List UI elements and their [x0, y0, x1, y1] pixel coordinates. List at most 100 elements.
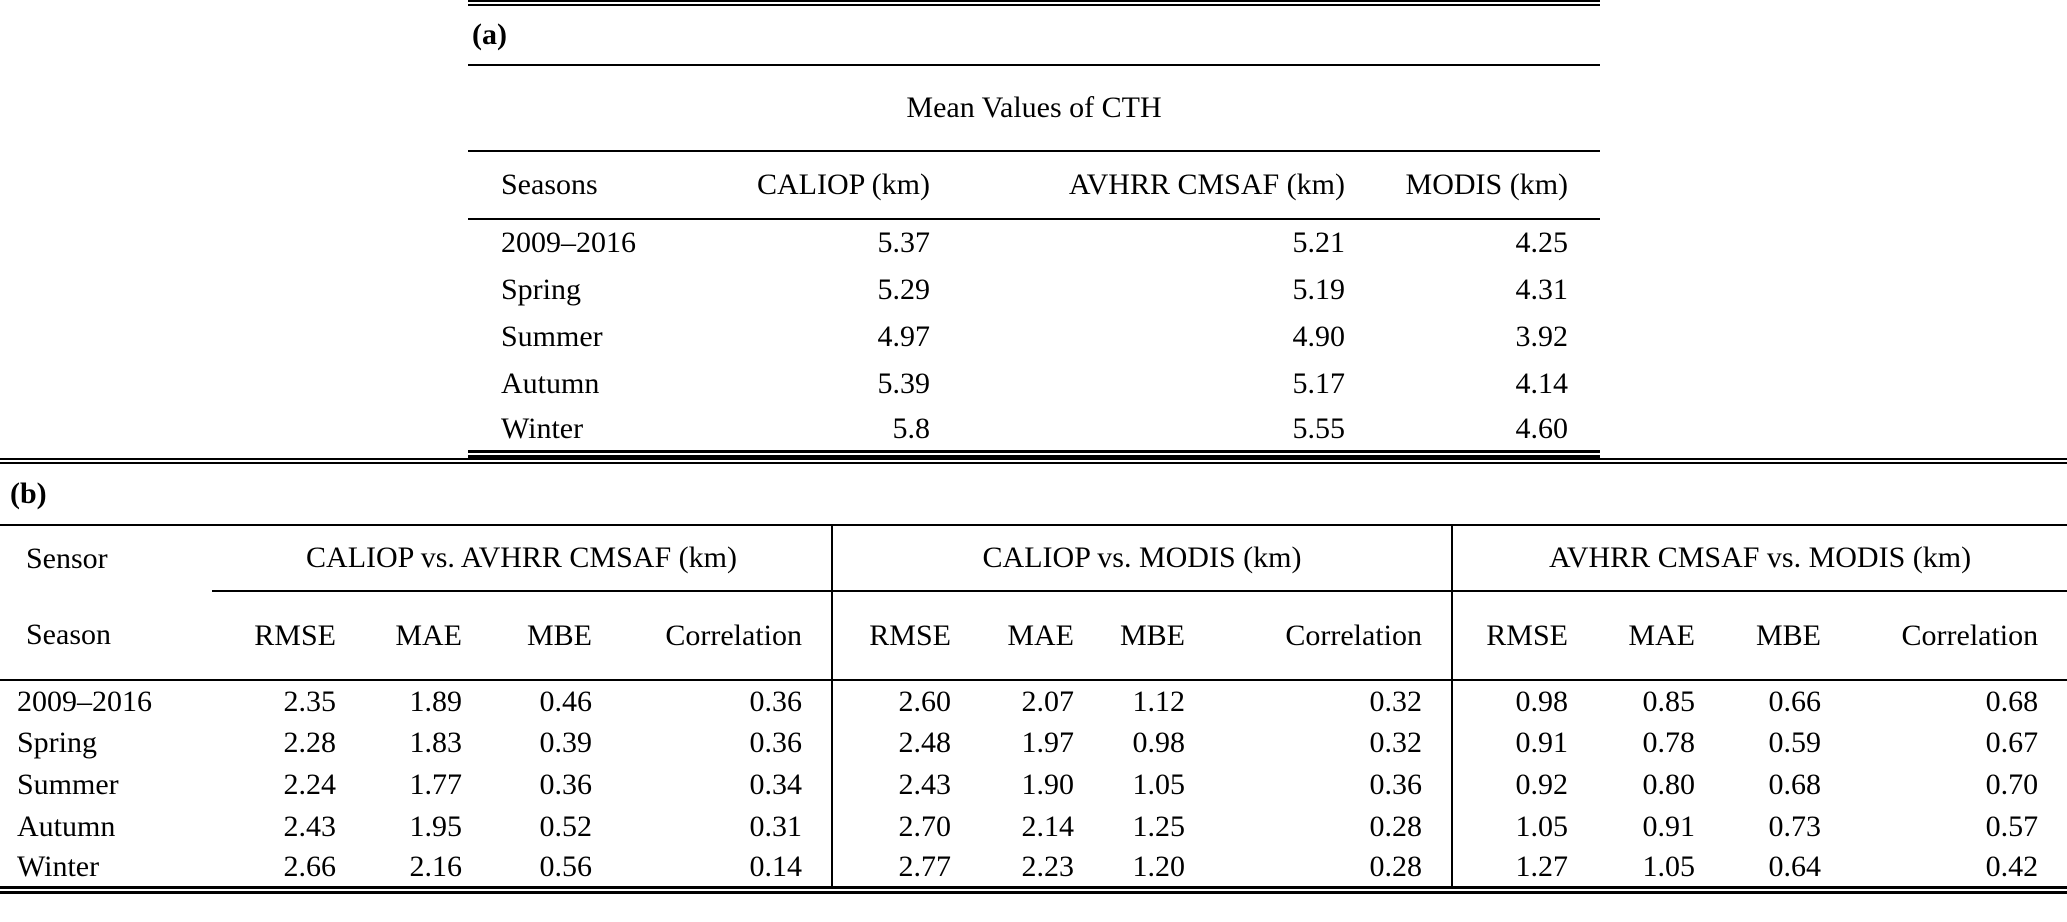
value-cell: 3.92 [1515, 319, 1569, 353]
value-cell: 0.46 [539, 684, 593, 718]
value-cell: 0.28 [1369, 810, 1423, 843]
metric-header-mae-group3: MAE [1580, 591, 1707, 681]
column-header-caliop: CALIOP (km) [638, 151, 934, 220]
season-label: Winter [501, 411, 584, 445]
table-a-title-row: Mean Values of CTH [468, 65, 1601, 152]
value-cell: 5.8 [892, 411, 931, 445]
table-a-label: (a) [468, 3, 1601, 66]
season-label: Spring [501, 272, 582, 306]
value-cell: 2.70 [831, 806, 963, 848]
season-label: Autumn [501, 366, 600, 400]
value-cell: 0.34 [749, 768, 803, 801]
value-cell: 1.95 [409, 810, 463, 843]
value-cell: 2.77 [831, 848, 963, 890]
value-cell: 2.60 [831, 680, 963, 722]
corner-header-sensor: Sensor [26, 541, 108, 575]
value-cell: 4.31 [1515, 272, 1569, 306]
value-cell: 0.67 [1985, 726, 2039, 759]
table-b-row: Summer 2.24 1.77 0.36 0.34 2.43 1.90 1.05 0.36 0.… [0, 764, 2067, 806]
value-cell: 0.42 [1985, 850, 2039, 883]
season-label: 2009–2016 [17, 684, 152, 718]
table-b-metric-header-row: Season RMSE MAE MBE Correlation RMSE MAE MBE Co… [0, 591, 2067, 681]
value-cell: 2.43 [831, 764, 963, 806]
group-header-avhrr-vs-modis: AVHRR CMSAF vs. MODIS (km) [1450, 525, 2067, 592]
season-label: Autumn [17, 810, 116, 843]
value-cell: 0.66 [1768, 684, 1822, 718]
value-cell: 0.36 [539, 768, 593, 801]
value-cell: 4.14 [1515, 366, 1569, 400]
value-cell: 0.32 [1369, 684, 1423, 718]
metric-header-rmse-group2: RMSE [831, 591, 963, 681]
value-cell: 1.20 [1132, 850, 1186, 883]
metric-header-mbe-group2: MBE [1086, 591, 1197, 681]
value-cell: 2.43 [283, 810, 337, 843]
metric-header-mae-group2: MAE [963, 591, 1086, 681]
value-cell: 1.25 [1132, 810, 1186, 843]
group-header-caliop-vs-avhrr: CALIOP vs. AVHRR CMSAF (km) [212, 525, 832, 592]
value-cell: 4.25 [1515, 226, 1569, 259]
value-cell: 1.05 [1132, 768, 1186, 801]
value-cell: 0.85 [1642, 684, 1696, 718]
metric-header-rmse-group3: RMSE [1451, 591, 1580, 681]
table-b-row: Autumn 2.43 1.95 0.52 0.31 2.70 2.14 1.25 0.28 1.… [0, 806, 2067, 848]
season-label: Summer [17, 768, 119, 801]
table-a-row: Spring 5.29 5.19 4.31 [468, 266, 1600, 313]
metric-header-mbe-group3: MBE [1707, 591, 1833, 681]
value-cell: 1.05 [1642, 850, 1696, 883]
value-cell: 5.37 [877, 226, 931, 259]
value-cell: 2.28 [283, 726, 337, 759]
table-a-row: Winter 5.8 5.55 4.60 [468, 407, 1600, 454]
table-a-row: Autumn 5.39 5.17 4.14 [468, 360, 1600, 407]
value-cell: 4.90 [1292, 319, 1346, 353]
value-cell: 5.39 [877, 366, 931, 400]
value-cell: 2.48 [831, 722, 963, 764]
corner-header-season: Season [0, 591, 212, 681]
value-cell: 1.27 [1451, 848, 1580, 890]
value-cell: 1.05 [1451, 806, 1580, 848]
value-cell: 0.73 [1768, 810, 1822, 843]
group-header-caliop-vs-modis: CALIOP vs. MODIS (km) [831, 525, 1452, 592]
value-cell: 0.98 [1451, 680, 1580, 722]
season-label: Spring [17, 726, 98, 759]
value-cell: 0.32 [1369, 726, 1423, 759]
value-cell: 0.91 [1642, 810, 1696, 843]
value-cell: 5.19 [1292, 272, 1346, 306]
metric-header-correlation-group3: Correlation [1833, 591, 2067, 681]
value-cell: 5.55 [1292, 411, 1346, 445]
table-b-label: (b) [0, 461, 2067, 526]
value-cell: 4.97 [877, 319, 931, 353]
value-cell: 0.52 [539, 810, 593, 843]
value-cell: 1.77 [409, 768, 463, 801]
value-cell: 0.36 [749, 726, 803, 759]
value-cell: 0.80 [1642, 768, 1696, 801]
metric-header-rmse-group1: RMSE [212, 591, 348, 681]
value-cell: 0.36 [1369, 768, 1423, 801]
table-a-row: 2009–2016 5.37 5.21 4.25 [468, 219, 1600, 266]
value-cell: 0.28 [1369, 850, 1423, 883]
table-a-title: Mean Values of CTH [468, 65, 1601, 152]
value-cell: 0.92 [1451, 764, 1580, 806]
table-b-row: Spring 2.28 1.83 0.39 0.36 2.48 1.97 0.98 0.32 0.… [0, 722, 2067, 764]
value-cell: 2.23 [1021, 850, 1075, 883]
table-b-group-header-row: Sensor CALIOP vs. AVHRR CMSAF (km) CALIO… [0, 525, 2067, 592]
value-cell: 0.68 [1768, 768, 1822, 801]
value-cell: 0.31 [749, 810, 803, 843]
table-b: (b) Sensor CALIOP vs. AVHRR CMSAF (km) C… [0, 458, 2067, 894]
value-cell: 1.90 [1021, 768, 1075, 801]
table-b-row: Winter 2.66 2.16 0.56 0.14 2.77 2.23 1.20 0.28 1.… [0, 848, 2067, 890]
season-label: 2009–2016 [501, 226, 636, 259]
value-cell: 5.29 [877, 272, 931, 306]
value-cell: 2.24 [283, 768, 337, 801]
value-cell: 1.89 [409, 684, 463, 718]
value-cell: 1.97 [1021, 726, 1075, 759]
value-cell: 0.39 [539, 726, 593, 759]
table-a: (a) Mean Values of CTH Seasons CALIOP (k… [468, 0, 1601, 458]
column-header-seasons: Seasons [468, 151, 638, 220]
page: (a) Mean Values of CTH Seasons CALIOP (k… [0, 0, 2067, 894]
metric-header-mae-group1: MAE [348, 591, 474, 681]
value-cell: 4.60 [1515, 411, 1569, 445]
value-cell: 2.07 [1021, 684, 1075, 718]
metric-header-correlation-group2: Correlation [1197, 591, 1452, 681]
value-cell: 2.66 [283, 850, 337, 883]
value-cell: 0.57 [1985, 810, 2039, 843]
